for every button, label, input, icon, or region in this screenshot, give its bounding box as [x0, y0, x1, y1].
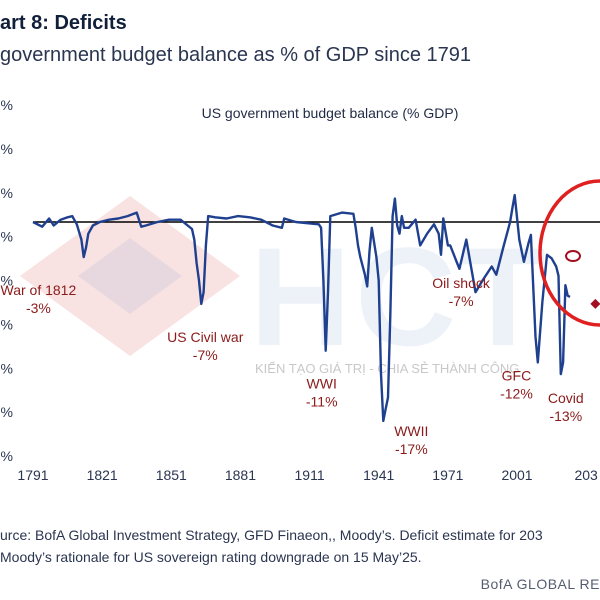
source-line-1: urce: BofA Global Investment Strategy, G… [0, 527, 543, 543]
annotation-value: -3% [26, 300, 51, 316]
recent-point-ring [565, 250, 581, 262]
annotations: War of 1812 -3% US Civil war -7% WWI -11% WWII… [1, 275, 584, 457]
x-tick-label: 1911 [295, 467, 325, 480]
x-tick-label: 1941 [363, 467, 394, 480]
annotation-value: -11% [306, 394, 338, 410]
annotation-value: -13% [549, 408, 582, 424]
y-tick-label: 0% [0, 97, 13, 113]
watermark-layer: HCT KIẾN TẠO GIÁ TRỊ - CHIA SẺ THÀNH CÔN… [20, 196, 550, 376]
x-tick-label: 2001 [501, 467, 532, 480]
brand-footer: BofA GLOBAL RE [480, 576, 600, 592]
source-note: urce: BofA Global Investment Strategy, G… [0, 524, 600, 568]
x-tick-label: 1851 [156, 467, 187, 480]
annotation-value: -17% [395, 441, 428, 457]
x-tick-label: 1881 [225, 467, 256, 480]
y-tick-label: 5% [0, 141, 13, 157]
y-tick-label: 0% [0, 360, 13, 376]
x-axis: 1791 1821 1851 1881 1911 1941 1971 2001 203 [17, 467, 598, 480]
annotation-label: WWI [307, 376, 337, 392]
annotation-label: War of 1812 [1, 282, 77, 298]
estimate-point-marker [590, 298, 600, 309]
annotation-label: Oil shock [432, 275, 491, 291]
y-tick-label: 5% [0, 404, 13, 420]
annotation-label: Covid [548, 390, 584, 406]
x-tick-label: 1971 [432, 467, 463, 480]
source-line-2: Moody’s rationale for US sovereign ratin… [0, 549, 422, 565]
y-tick-label: 5% [0, 229, 13, 245]
y-tick-label: 0% [0, 448, 13, 464]
y-tick-label: 0% [0, 273, 13, 289]
annotation-label: WWII [394, 423, 428, 439]
watermark-diamond-inner [78, 238, 182, 314]
chart-title: art 8: Deficits [0, 12, 127, 34]
chart-inner-title: US government budget balance (% GDP) [202, 105, 459, 121]
highlight-circle [538, 179, 600, 327]
watermark-logo-text: HCT [250, 218, 550, 375]
annotation-value: -7% [449, 293, 474, 309]
x-tick-label: 203 [574, 467, 598, 480]
annotation-value: -12% [500, 386, 533, 402]
annotation-label: GFC [502, 368, 532, 384]
x-tick-label: 1821 [87, 467, 118, 480]
y-tick-label: 5% [0, 316, 13, 332]
annotation-label: US Civil war [167, 329, 244, 345]
annotation-value: -7% [193, 347, 218, 363]
watermark-diamond-left [20, 196, 240, 356]
watermark-slogan: KIẾN TẠO GIÁ TRỊ - CHIA SẺ THÀNH CÔNG [255, 361, 519, 376]
y-axis: 0% 5% 0% 5% 0% 5% 0% 5% 0% [0, 97, 13, 464]
chart-subtitle: government budget balance as % of GDP si… [0, 44, 472, 66]
chart-svg: HCT KIẾN TẠO GIÁ TRỊ - CHIA SẺ THÀNH CÔN… [0, 97, 600, 480]
y-tick-label: 0% [0, 185, 13, 201]
series-line-budget-balance [32, 193, 571, 423]
x-tick-label: 1791 [17, 467, 48, 480]
